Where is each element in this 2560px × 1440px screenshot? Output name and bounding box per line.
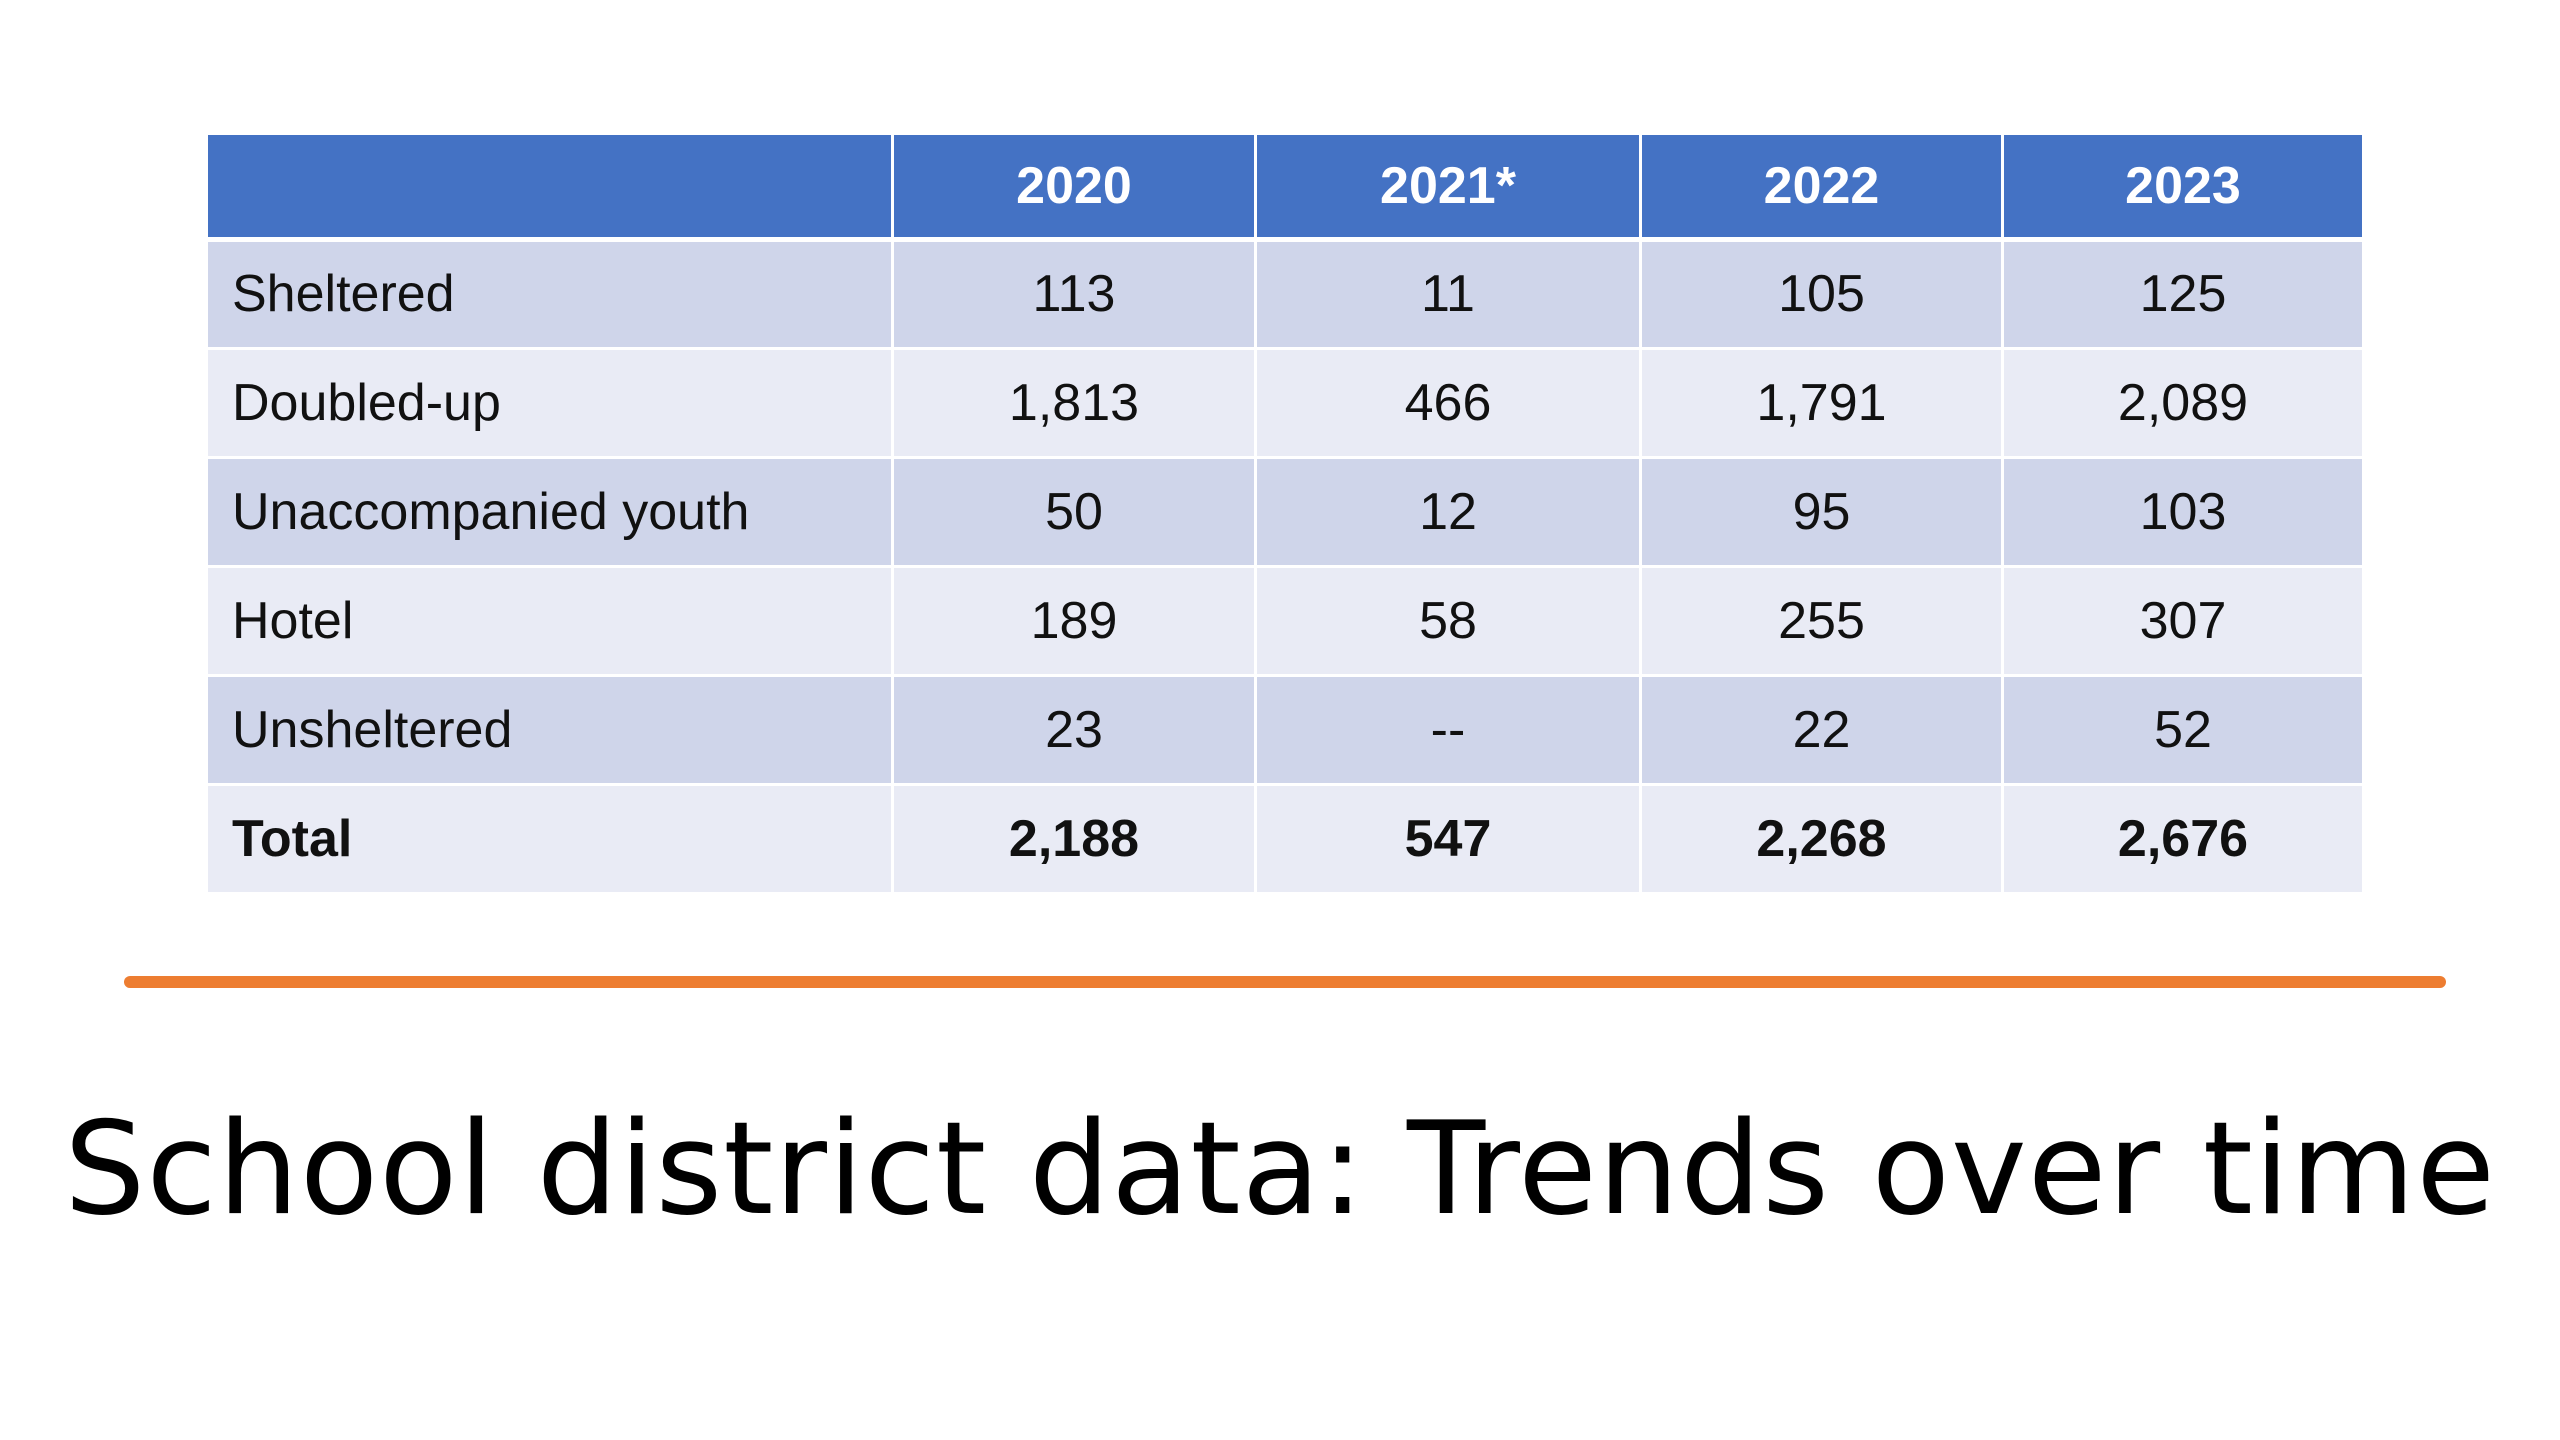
table-cell: 11 xyxy=(1254,239,1642,350)
table-cell: 1,791 xyxy=(1639,348,2004,459)
table-cell: 2,268 xyxy=(1639,784,2004,895)
table-cell: 12 xyxy=(1254,457,1642,568)
table-total-row: Total 2,188 547 2,268 2,676 xyxy=(205,784,2365,895)
accent-divider xyxy=(124,976,2446,988)
table-row: Sheltered 113 11 105 125 xyxy=(205,239,2365,350)
table-cell: 23 xyxy=(891,675,1257,786)
table-cell: 255 xyxy=(1639,566,2004,677)
table-cell: 189 xyxy=(891,566,1257,677)
table-cell: 547 xyxy=(1254,784,1642,895)
table-cell: 2,188 xyxy=(891,784,1257,895)
header-cell-year: 2021* xyxy=(1254,135,1642,242)
row-label: Unsheltered xyxy=(205,675,894,786)
header-cell-year: 2022 xyxy=(1639,135,2004,242)
table-cell: 466 xyxy=(1254,348,1642,459)
header-cell-blank xyxy=(205,135,894,242)
table-cell: 22 xyxy=(1639,675,2004,786)
table-cell: 95 xyxy=(1639,457,2004,568)
table-cell: 1,813 xyxy=(891,348,1257,459)
table-row: Hotel 189 58 255 307 xyxy=(205,566,2365,677)
table-cell: 103 xyxy=(2001,457,2365,568)
data-table: 2020 2021* 2022 2023 Sheltered 113 11 10… xyxy=(205,135,2365,895)
table-cell: 58 xyxy=(1254,566,1642,677)
table-cell: 2,089 xyxy=(2001,348,2365,459)
row-label: Unaccompanied youth xyxy=(205,457,894,568)
table-row: Unaccompanied youth 50 12 95 103 xyxy=(205,457,2365,568)
table-row: Unsheltered 23 -- 22 52 xyxy=(205,675,2365,786)
table-cell: 2,676 xyxy=(2001,784,2365,895)
table-cell: -- xyxy=(1254,675,1642,786)
table-cell: 105 xyxy=(1639,239,2004,350)
table-cell: 113 xyxy=(891,239,1257,350)
row-label: Doubled-up xyxy=(205,348,894,459)
slide-title: School district data: Trends over time xyxy=(64,1095,2496,1244)
row-label: Sheltered xyxy=(205,239,894,350)
header-cell-year: 2023 xyxy=(2001,135,2365,242)
row-label: Hotel xyxy=(205,566,894,677)
table-cell: 125 xyxy=(2001,239,2365,350)
table-cell: 50 xyxy=(891,457,1257,568)
table-cell: 52 xyxy=(2001,675,2365,786)
header-cell-year: 2020 xyxy=(891,135,1257,242)
table-header-row: 2020 2021* 2022 2023 xyxy=(205,135,2365,242)
table-cell: 307 xyxy=(2001,566,2365,677)
row-label: Total xyxy=(205,784,894,895)
data-table-container: 2020 2021* 2022 2023 Sheltered 113 11 10… xyxy=(205,135,2365,895)
table-row: Doubled-up 1,813 466 1,791 2,089 xyxy=(205,348,2365,459)
